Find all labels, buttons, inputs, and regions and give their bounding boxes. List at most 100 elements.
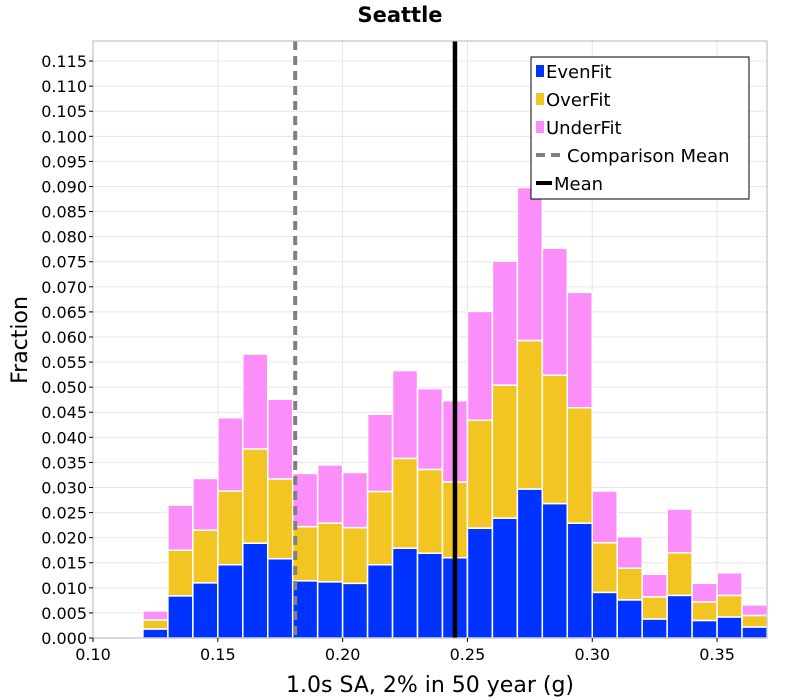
bar-evenfit (741, 626, 768, 639)
bar-overfit (616, 567, 643, 601)
y-axis-ticks: 0.000 0.005 0.010 0.015 0.020 0.025 0.030 0.035… (41, 52, 93, 648)
bar-underfit (641, 573, 668, 598)
bar-evenfit (341, 582, 369, 639)
bar-underfit (716, 572, 743, 597)
bar-overfit (691, 601, 718, 622)
bar-underfit (491, 260, 519, 386)
bar-underfit (341, 471, 369, 529)
bar-evenfit (591, 591, 618, 639)
y-tick-label: 0.110 (41, 77, 87, 96)
bar-overfit (716, 594, 743, 618)
y-tick-label: 0.045 (41, 403, 87, 422)
bar-underfit (266, 398, 294, 480)
y-axis-label: Fraction (8, 296, 33, 384)
y-tick-label: 0.085 (41, 203, 87, 222)
bar-evenfit (616, 599, 643, 639)
bar-underfit (366, 413, 394, 493)
bar-evenfit (491, 517, 519, 639)
y-tick-label: 0.065 (41, 303, 87, 322)
y-tick-label: 0.015 (41, 554, 87, 573)
legend-swatch-overfit (536, 93, 544, 105)
y-tick-label: 0.020 (41, 529, 87, 548)
bar-underfit (741, 604, 768, 617)
bar-underfit (591, 490, 618, 544)
y-tick-label: 0.105 (41, 102, 87, 121)
y-tick-label: 0.035 (41, 453, 87, 472)
legend-label: EvenFit (546, 62, 612, 83)
bar-underfit (566, 291, 594, 409)
bar-overfit (242, 448, 269, 544)
reference-lines (293, 41, 458, 638)
y-tick-label: 0.060 (41, 328, 87, 347)
bar-underfit (466, 310, 494, 422)
y-tick-label: 0.095 (41, 152, 87, 171)
y-tick-label: 0.000 (41, 629, 87, 648)
legend: EvenFit OverFit UnderFit Comparison Mean Mea… (530, 56, 750, 200)
bar-overfit (341, 526, 369, 585)
bar-evenfit (217, 564, 244, 639)
bar-overfit (516, 339, 544, 490)
bar-overfit (591, 541, 618, 594)
bar-underfit (691, 582, 718, 603)
y-tick-label: 0.090 (41, 177, 87, 196)
bar-underfit (666, 508, 693, 554)
bar-overfit (641, 596, 668, 620)
y-tick-label: 0.055 (41, 353, 87, 372)
bar-overfit (217, 490, 244, 566)
bar-evenfit (666, 594, 693, 639)
bar-overfit (541, 374, 569, 505)
plot-frame (92, 40, 768, 639)
bar-overfit (366, 490, 394, 566)
x-tick-label: 0.15 (200, 645, 236, 664)
bar-evenfit (192, 582, 219, 639)
y-tick-label: 0.075 (41, 253, 87, 272)
legend-label: OverFit (546, 90, 610, 111)
bar-overfit (316, 522, 344, 583)
bar-overfit (192, 529, 219, 584)
y-tick-label: 0.030 (41, 478, 87, 497)
bar-evenfit (516, 488, 544, 639)
bar-evenfit (316, 581, 344, 639)
bar-evenfit (167, 595, 194, 639)
y-tick-label: 0.025 (41, 504, 87, 523)
bar-underfit (516, 186, 544, 342)
x-axis-ticks: 0.10 0.15 0.20 0.25 0.30 0.35 (75, 638, 735, 664)
y-tick-label: 0.100 (41, 127, 87, 146)
legend-label: UnderFit (546, 118, 622, 139)
bar-evenfit (391, 547, 419, 639)
chart-title: Seattle (357, 3, 442, 27)
legend-label: Comparison Mean (567, 146, 730, 167)
x-tick-label: 0.30 (574, 645, 610, 664)
bar-underfit (142, 610, 169, 621)
bar-evenfit (541, 502, 569, 639)
bar-underfit (167, 504, 194, 551)
bar-overfit (466, 419, 494, 529)
legend-box (530, 56, 750, 200)
bar-overfit (566, 406, 594, 524)
x-tick-label: 0.20 (325, 645, 361, 664)
legend-label: Mean (554, 174, 603, 195)
bar-overfit (666, 551, 693, 597)
bar-underfit (242, 353, 269, 450)
y-tick-label: 0.010 (41, 579, 87, 598)
bar-underfit (541, 247, 569, 376)
histogram-bars (92, 186, 768, 639)
x-tick-label: 0.25 (450, 645, 486, 664)
bar-underfit (391, 369, 419, 460)
bar-underfit (616, 535, 643, 570)
x-tick-label: 0.35 (699, 645, 735, 664)
bar-evenfit (466, 527, 494, 639)
bar-underfit (316, 464, 344, 524)
bar-underfit (192, 477, 219, 531)
bar-evenfit (566, 522, 594, 639)
bar-overfit (491, 384, 519, 519)
bar-evenfit (716, 616, 743, 639)
bar-overfit (142, 619, 169, 630)
y-tick-label: 0.070 (41, 278, 87, 297)
bar-underfit (217, 417, 244, 492)
y-tick-label: 0.080 (41, 228, 87, 247)
bar-overfit (391, 457, 419, 549)
legend-swatch-underfit (536, 121, 544, 133)
bar-underfit (416, 387, 444, 471)
